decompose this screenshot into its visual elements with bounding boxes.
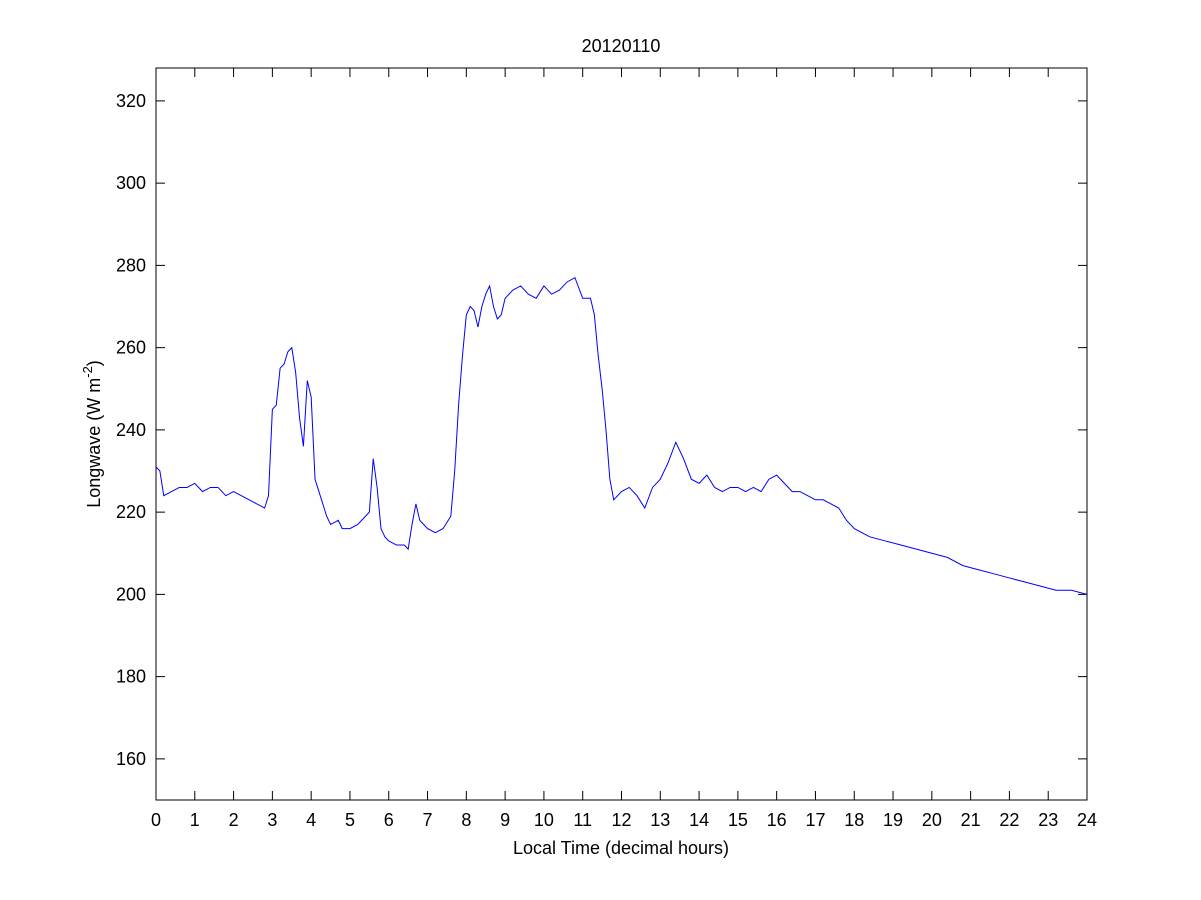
chart-title: 20120110: [582, 36, 661, 56]
y-tick-label: 160: [116, 749, 146, 769]
x-tick-label: 19: [883, 810, 903, 830]
data-line: [155, 277, 1088, 595]
plot-frame: [155, 67, 1088, 801]
x-tick-label: 3: [267, 810, 277, 830]
y-tick-label: 220: [116, 502, 146, 522]
x-tick-label: 2: [229, 810, 239, 830]
x-tick-label: 6: [384, 810, 394, 830]
y-tick-label: 180: [116, 667, 146, 687]
x-tick-label: 11: [573, 810, 592, 830]
x-tick-label: 18: [844, 810, 864, 830]
x-tick-label: 10: [534, 810, 554, 830]
y-label-text: Longwave (W m: [84, 378, 104, 508]
x-tick-label: 20: [922, 810, 942, 830]
x-tick-label: 7: [423, 810, 433, 830]
y-label-sup: -2: [80, 366, 95, 378]
x-tick-label: 1: [190, 810, 200, 830]
x-tick-label: 9: [500, 810, 510, 830]
x-tick-label: 0: [151, 810, 161, 830]
x-axis-label: Local Time (decimal hours): [513, 838, 729, 858]
x-tick-label: 15: [728, 810, 748, 830]
y-tick-label: 300: [116, 173, 146, 193]
y-tick-label: 280: [116, 255, 146, 275]
x-tick-label: 23: [1038, 810, 1058, 830]
x-tick-label: 12: [611, 810, 631, 830]
y-tick-label: 320: [116, 91, 146, 111]
x-tick-label: 4: [306, 810, 316, 830]
x-tick-label: 16: [767, 810, 787, 830]
x-tick-label: 21: [961, 810, 981, 830]
x-tick-label: 24: [1077, 810, 1097, 830]
x-tick-label: 5: [345, 810, 355, 830]
x-tick-label: 8: [461, 810, 471, 830]
x-tick-label: 13: [650, 810, 670, 830]
x-tick-label: 14: [689, 810, 709, 830]
x-tick-label: 17: [805, 810, 825, 830]
y-tick-label: 260: [116, 338, 146, 358]
y-tick-label: 200: [116, 584, 146, 604]
y-label-tail: ): [84, 360, 104, 366]
y-tick-label: 240: [116, 420, 146, 440]
y-axis-label: Longwave (W m-2): [80, 360, 104, 508]
x-tick-label: 22: [999, 810, 1019, 830]
